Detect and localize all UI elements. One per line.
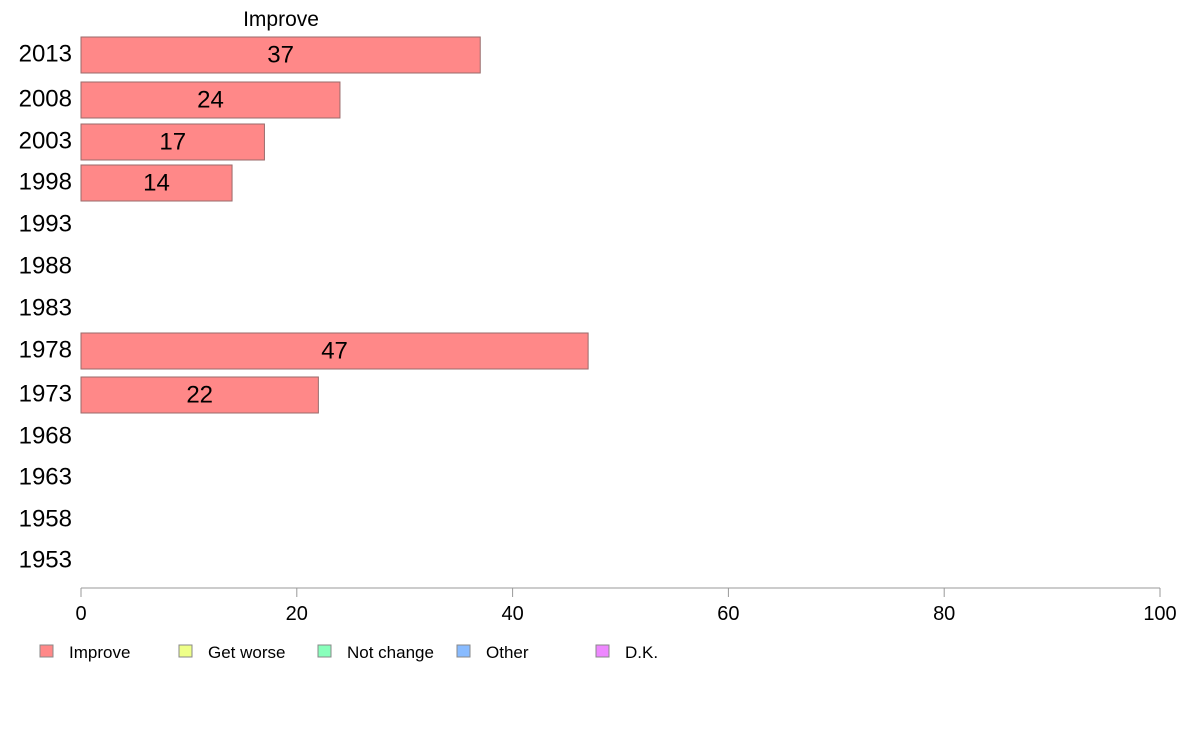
- legend-swatch-4: [595, 644, 610, 658]
- year-label-1983: 1983: [19, 294, 72, 321]
- year-label-2008: 2008: [19, 85, 72, 112]
- panel-title: Improve: [243, 8, 319, 31]
- bar-label-1978: 47: [321, 337, 348, 364]
- bar-1978: [80, 332, 589, 370]
- year-label-1993: 1993: [19, 210, 72, 237]
- year-label-1963: 1963: [19, 463, 72, 490]
- x-tick-label-60: 60: [717, 603, 739, 625]
- x-tick-label-20: 20: [286, 603, 308, 625]
- legend-label-2: Not change: [347, 643, 434, 662]
- bar-label-2013: 37: [267, 41, 294, 68]
- x-tick-label-80: 80: [933, 603, 955, 625]
- legend-label-4: D.K.: [625, 643, 658, 662]
- legend-label-0: Improve: [69, 643, 130, 662]
- x-tick-label-0: 0: [75, 603, 86, 625]
- bar-2013: [80, 36, 481, 74]
- bar-labels: 37 24 17 14 47 22: [143, 41, 348, 408]
- legend-swatch-1: [178, 644, 193, 658]
- year-labels: 2013 2008 2003 1998 1993 1988 1983 1978 1973 1968…: [19, 40, 72, 573]
- x-tick-label-100: 100: [1143, 603, 1176, 625]
- legend: Improve Get worse Not change Other D.K.: [39, 643, 658, 662]
- bar-1973: [80, 376, 319, 414]
- bar-label-2008: 24: [197, 86, 224, 113]
- year-label-1953: 1953: [19, 546, 72, 573]
- legend-swatch-2: [317, 644, 332, 658]
- bar-label-2003: 17: [159, 128, 186, 155]
- legend-swatch-0: [39, 644, 54, 658]
- legend-label-1: Get worse: [208, 643, 285, 662]
- year-label-2013: 2013: [19, 40, 72, 67]
- year-label-1968: 1968: [19, 422, 72, 449]
- bar-label-1973: 22: [186, 381, 213, 408]
- year-label-1973: 1973: [19, 380, 72, 407]
- legend-swatch-3: [456, 644, 471, 658]
- bar-1998: [80, 164, 233, 202]
- x-tick-label-40: 40: [501, 603, 523, 625]
- year-label-1978: 1978: [19, 336, 72, 363]
- x-axis: 0 20 40 60 80 100: [75, 587, 1177, 625]
- bars: [80, 36, 589, 414]
- bar-2003: [80, 123, 265, 161]
- bar-label-1998: 14: [143, 169, 170, 196]
- year-label-1958: 1958: [19, 505, 72, 532]
- year-label-1998: 1998: [19, 168, 72, 195]
- bar-2008: [80, 81, 341, 119]
- year-label-2003: 2003: [19, 127, 72, 154]
- legend-label-3: Other: [486, 643, 529, 662]
- year-label-1988: 1988: [19, 252, 72, 279]
